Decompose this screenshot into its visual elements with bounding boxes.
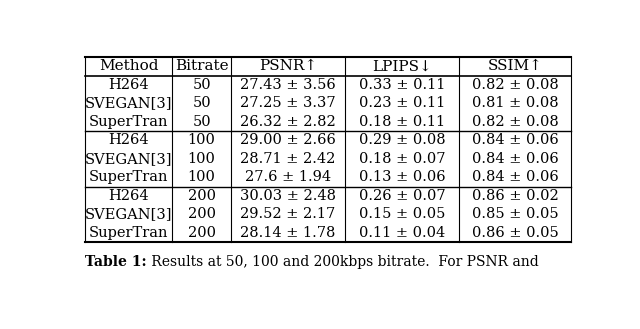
Text: SVEGAN[3]: SVEGAN[3]: [85, 152, 172, 166]
Text: 0.84 ± 0.06: 0.84 ± 0.06: [472, 170, 559, 185]
Text: 26.32 ± 2.82: 26.32 ± 2.82: [240, 115, 336, 129]
Text: 0.18 ± 0.07: 0.18 ± 0.07: [359, 152, 445, 166]
Text: 29.52 ± 2.17: 29.52 ± 2.17: [240, 207, 335, 221]
Text: 0.82 ± 0.08: 0.82 ± 0.08: [472, 78, 559, 92]
Text: Results at 50, 100 and 200kbps bitrate.  For PSNR and: Results at 50, 100 and 200kbps bitrate. …: [147, 255, 538, 269]
Text: 0.13 ± 0.06: 0.13 ± 0.06: [359, 170, 445, 185]
Text: SuperTran: SuperTran: [89, 170, 168, 185]
Text: 0.18 ± 0.11: 0.18 ± 0.11: [359, 115, 445, 129]
Text: PSNR↑: PSNR↑: [259, 60, 317, 73]
Text: 100: 100: [188, 170, 216, 185]
Text: 200: 200: [188, 189, 216, 203]
Text: 0.86 ± 0.02: 0.86 ± 0.02: [472, 189, 559, 203]
Text: SVEGAN[3]: SVEGAN[3]: [85, 207, 172, 221]
Text: 0.11 ± 0.04: 0.11 ± 0.04: [359, 226, 445, 240]
Text: LPIPS↓: LPIPS↓: [372, 60, 432, 73]
Text: 30.03 ± 2.48: 30.03 ± 2.48: [240, 189, 336, 203]
Text: 0.84 ± 0.06: 0.84 ± 0.06: [472, 134, 559, 147]
Text: SuperTran: SuperTran: [89, 226, 168, 240]
Text: 0.86 ± 0.05: 0.86 ± 0.05: [472, 226, 559, 240]
Text: 50: 50: [192, 96, 211, 111]
Text: 27.6 ± 1.94: 27.6 ± 1.94: [245, 170, 331, 185]
Text: H264: H264: [108, 189, 149, 203]
Text: 0.26 ± 0.07: 0.26 ± 0.07: [359, 189, 445, 203]
Text: Table 1:: Table 1:: [85, 255, 147, 269]
Text: 0.33 ± 0.11: 0.33 ± 0.11: [359, 78, 445, 92]
Text: SSIM↑: SSIM↑: [488, 60, 543, 73]
Text: 29.00 ± 2.66: 29.00 ± 2.66: [240, 134, 336, 147]
Text: H264: H264: [108, 78, 149, 92]
Text: 50: 50: [192, 115, 211, 129]
Text: 0.81 ± 0.08: 0.81 ± 0.08: [472, 96, 559, 111]
Text: 100: 100: [188, 152, 216, 166]
Text: 50: 50: [192, 78, 211, 92]
Text: 28.71 ± 2.42: 28.71 ± 2.42: [240, 152, 335, 166]
Text: Method: Method: [99, 60, 159, 73]
Text: 200: 200: [188, 226, 216, 240]
Text: 0.29 ± 0.08: 0.29 ± 0.08: [359, 134, 445, 147]
Text: 28.14 ± 1.78: 28.14 ± 1.78: [240, 226, 335, 240]
Text: 0.15 ± 0.05: 0.15 ± 0.05: [359, 207, 445, 221]
Text: 0.23 ± 0.11: 0.23 ± 0.11: [359, 96, 445, 111]
Text: 0.82 ± 0.08: 0.82 ± 0.08: [472, 115, 559, 129]
Text: 27.43 ± 3.56: 27.43 ± 3.56: [240, 78, 336, 92]
Text: 27.25 ± 3.37: 27.25 ± 3.37: [240, 96, 336, 111]
Text: 200: 200: [188, 207, 216, 221]
Text: 0.85 ± 0.05: 0.85 ± 0.05: [472, 207, 559, 221]
Text: 100: 100: [188, 134, 216, 147]
Text: SuperTran: SuperTran: [89, 115, 168, 129]
Text: SVEGAN[3]: SVEGAN[3]: [85, 96, 172, 111]
Text: H264: H264: [108, 134, 149, 147]
Text: 0.84 ± 0.06: 0.84 ± 0.06: [472, 152, 559, 166]
Text: Bitrate: Bitrate: [175, 60, 228, 73]
